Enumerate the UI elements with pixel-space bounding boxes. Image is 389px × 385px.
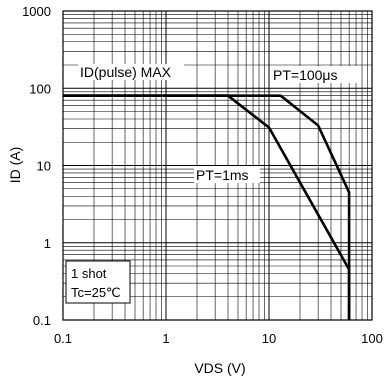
plot-border xyxy=(62,10,373,321)
y-tick-labels: 0.1 1 10 100 1000 xyxy=(22,4,51,328)
x-axis-title: VDS (V) xyxy=(194,360,245,376)
conditions-note-line1: 1 shot xyxy=(71,266,107,281)
pt1ms-label: PT=1ms xyxy=(196,167,249,183)
series-line-3 xyxy=(63,94,351,320)
y-tick-label: 100 xyxy=(29,81,51,96)
y-tick-label: 1 xyxy=(44,236,51,251)
plot-frame xyxy=(62,10,373,321)
y-axis-title: ID (A) xyxy=(7,147,23,184)
x-tick-labels: 0.1 1 10 100 xyxy=(54,331,383,346)
x-tick-label: 10 xyxy=(262,331,276,346)
y-tick-label: 1000 xyxy=(22,4,51,19)
pulse-max-label-bg xyxy=(78,64,184,80)
pt1ms-label-bg xyxy=(194,166,260,183)
pulse-max-label: ID(pulse) MAX xyxy=(80,64,172,80)
y-tick-label: 0.1 xyxy=(33,313,51,328)
x-tick-label: 0.1 xyxy=(54,331,72,346)
x-tick-label: 100 xyxy=(361,331,383,346)
conditions-note-box xyxy=(65,260,131,304)
x-tick-label: 1 xyxy=(162,331,169,346)
pt100-label-bg xyxy=(271,66,359,83)
series-layer xyxy=(63,94,351,320)
pt100-label: PT=100μs xyxy=(273,67,338,83)
y-tick-label: 10 xyxy=(37,159,51,174)
conditions-note-line2: Tc=25℃ xyxy=(71,285,121,300)
